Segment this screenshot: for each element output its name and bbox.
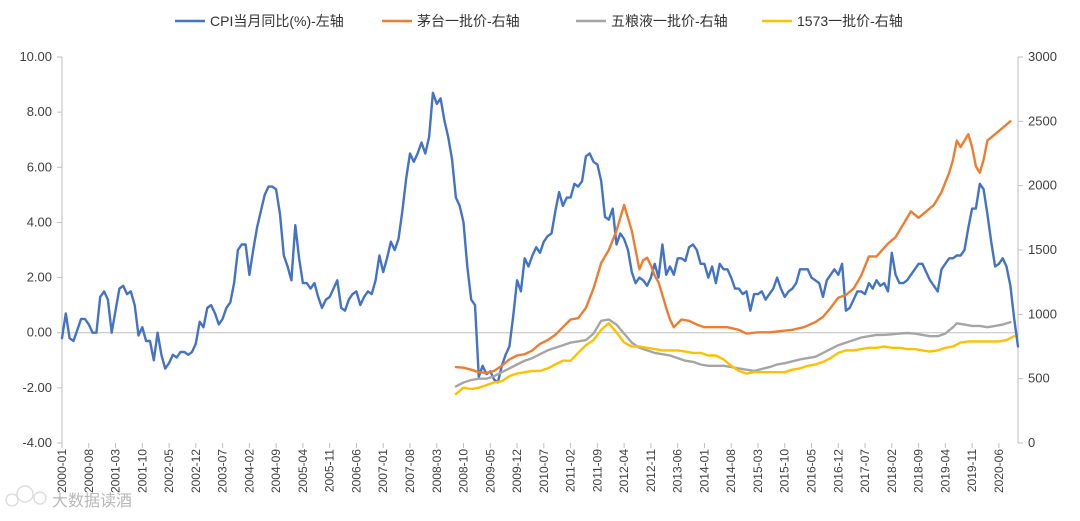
legend-label: 1573一批价-右轴 xyxy=(797,13,903,29)
y-right-tick-label: 2000 xyxy=(1028,178,1057,193)
y-left-tick-label: 0.00 xyxy=(27,325,52,340)
legend-label: 茅台一批价-右轴 xyxy=(417,13,520,29)
series-line-1 xyxy=(454,120,1012,375)
x-tick-label: 2007-08 xyxy=(403,449,417,493)
x-tick-label: 2015-03 xyxy=(751,449,765,493)
x-tick-label: 2002-05 xyxy=(162,449,176,493)
watermark-text: 大数据读酒 xyxy=(52,492,132,510)
legend-label: 五粮液一批价-右轴 xyxy=(611,13,728,29)
x-tick-label: 2011-09 xyxy=(590,449,604,492)
x-tick-label: 2008-10 xyxy=(457,449,471,493)
x-tick-label: 2020-06 xyxy=(992,449,1006,493)
x-tick-label: 2009-05 xyxy=(483,449,497,493)
series-group xyxy=(60,91,1020,396)
x-tick-label: 2012-04 xyxy=(617,449,631,493)
x-tick-label: 2001-03 xyxy=(109,449,123,493)
x-tick-label: 2004-09 xyxy=(269,449,283,493)
x-tick-label: 2016-05 xyxy=(805,449,819,493)
legend-label: CPI当月同比(%)-左轴 xyxy=(210,13,344,29)
x-tick-label: 2018-02 xyxy=(885,449,899,493)
y-left-tick-label: 6.00 xyxy=(27,159,52,174)
y-right-tick-label: 1000 xyxy=(1028,306,1057,321)
x-tick-label: 2010-07 xyxy=(537,449,551,493)
x-tick-label: 2001-10 xyxy=(135,449,149,493)
series-line-3 xyxy=(454,322,1016,396)
legend-item: 五粮液一批价-右轴 xyxy=(576,13,728,29)
x-tick-label: 2003-07 xyxy=(216,449,230,493)
series-line-0 xyxy=(60,91,1020,384)
x-tick-label: 2005-11 xyxy=(323,449,337,492)
x-tick-label: 2004-02 xyxy=(242,449,256,493)
y-left-tick-label: 2.00 xyxy=(27,270,52,285)
y-left-tick-label: 8.00 xyxy=(27,104,52,119)
legend: CPI当月同比(%)-左轴 茅台一批价-右轴 五粮液一批价-右轴 1573一批价-右轴 xyxy=(175,13,903,29)
axes: -4.00 -2.00 0.00 2.00 4.00 6.00 8.00 10.00 0 500 1… xyxy=(19,49,1056,493)
legend-item: 茅台一批价-右轴 xyxy=(382,13,520,29)
x-tick-label: 2018-09 xyxy=(912,449,926,493)
x-tick-label: 2019-04 xyxy=(938,449,952,493)
x-tick-label: 2015-10 xyxy=(778,449,792,493)
x-tick-label: 2002-12 xyxy=(189,449,203,493)
x-tick-label: 2000-01 xyxy=(55,449,69,493)
y-left-tick-label: 4.00 xyxy=(27,214,52,229)
x-tick-label: 2009-12 xyxy=(510,449,524,493)
x-tick-label: 2017-07 xyxy=(858,449,872,493)
x-tick-label: 2016-12 xyxy=(831,449,845,493)
y-left-tick-label: -2.00 xyxy=(22,380,52,395)
x-tick-label: 2006-06 xyxy=(349,449,363,493)
x-tick-label: 2005-04 xyxy=(296,449,310,493)
y-right-tick-label: 2500 xyxy=(1028,113,1057,128)
x-tick-label: 2013-06 xyxy=(671,449,685,493)
x-tick-label: 2019-11 xyxy=(965,449,979,492)
x-tick-label: 2012-11 xyxy=(644,449,658,492)
y-left-tick-label: 10.00 xyxy=(19,49,52,64)
watermark-logo-icon xyxy=(5,485,47,507)
x-tick-label: 2014-01 xyxy=(697,449,711,493)
legend-item: CPI当月同比(%)-左轴 xyxy=(175,13,344,29)
x-tick-label: 2014-08 xyxy=(724,449,738,493)
x-tick-label: 2000-08 xyxy=(82,449,96,493)
x-tick-label: 2008-03 xyxy=(430,449,444,493)
watermark: 大数据读酒 xyxy=(5,485,132,510)
y-left-tick-label: -4.00 xyxy=(22,435,52,450)
y-right-tick-label: 0 xyxy=(1028,435,1035,450)
y-right-tick-label: 1500 xyxy=(1028,242,1057,257)
legend-item: 1573一批价-右轴 xyxy=(762,13,903,29)
y-right-tick-label: 500 xyxy=(1028,371,1050,386)
x-tick-label: 2007-01 xyxy=(376,449,390,493)
x-tick-label: 2011-02 xyxy=(564,449,578,492)
y-right-tick-label: 3000 xyxy=(1028,49,1057,64)
